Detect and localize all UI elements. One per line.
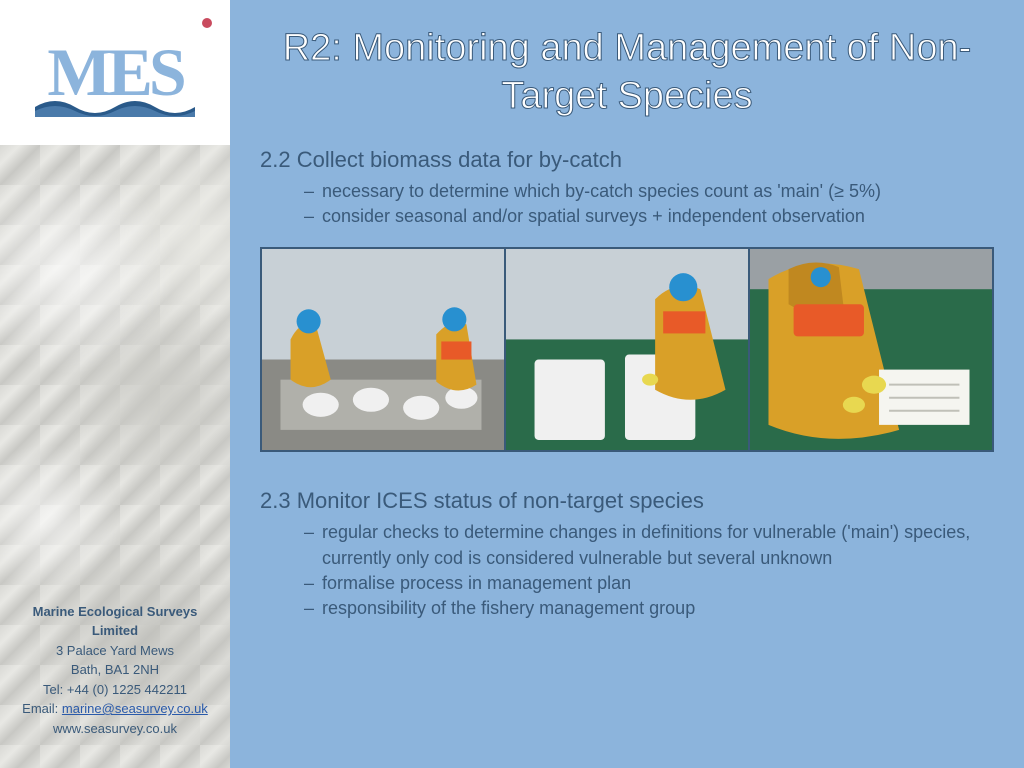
bullet-item: responsibility of the fishery management… <box>304 596 994 621</box>
section-23-bullets: regular checks to determine changes in d… <box>260 520 994 621</box>
company-name-1: Marine Ecological Surveys <box>22 602 208 622</box>
bullet-item: necessary to determine which by-catch sp… <box>304 179 994 204</box>
address-line-1: 3 Palace Yard Mews <box>22 641 208 661</box>
website: www.seasurvey.co.uk <box>22 719 208 739</box>
section-22-head: 2.2 Collect biomass data for by-catch <box>260 147 994 173</box>
photo-2 <box>506 249 748 450</box>
photo-3 <box>750 249 992 450</box>
email-link[interactable]: marine@seasurvey.co.uk <box>62 701 208 716</box>
section-23-head: 2.3 Monitor ICES status of non-target sp… <box>260 488 994 514</box>
slide-title: R2: Monitoring and Management of Non-Tar… <box>230 25 1024 120</box>
section-22-bullets: necessary to determine which by-catch sp… <box>260 179 994 229</box>
company-name-2: Limited <box>22 621 208 641</box>
address-line-2: Bath, BA1 2NH <box>22 660 208 680</box>
telephone: Tel: +44 (0) 1225 442211 <box>22 680 208 700</box>
sidebar: MES Marine Ecological Surveys Limited 3 … <box>0 0 230 768</box>
bullet-item: regular checks to determine changes in d… <box>304 520 994 570</box>
bullet-item: consider seasonal and/or spatial surveys… <box>304 204 994 229</box>
photo-strip <box>260 247 994 452</box>
content-area: 2.2 Collect biomass data for by-catch ne… <box>230 145 1024 621</box>
sidebar-texture: Marine Ecological Surveys Limited 3 Pala… <box>0 145 230 768</box>
title-box: R2: Monitoring and Management of Non-Tar… <box>230 0 1024 145</box>
logo-box: MES <box>0 0 230 145</box>
photo-1 <box>262 249 504 450</box>
contact-block: Marine Ecological Surveys Limited 3 Pala… <box>22 602 208 739</box>
logo-wave-icon <box>35 93 195 117</box>
logo-dot-icon <box>202 18 212 28</box>
main-panel: R2: Monitoring and Management of Non-Tar… <box>230 0 1024 768</box>
email-line: Email: marine@seasurvey.co.uk <box>22 699 208 719</box>
bullet-item: formalise process in management plan <box>304 571 994 596</box>
